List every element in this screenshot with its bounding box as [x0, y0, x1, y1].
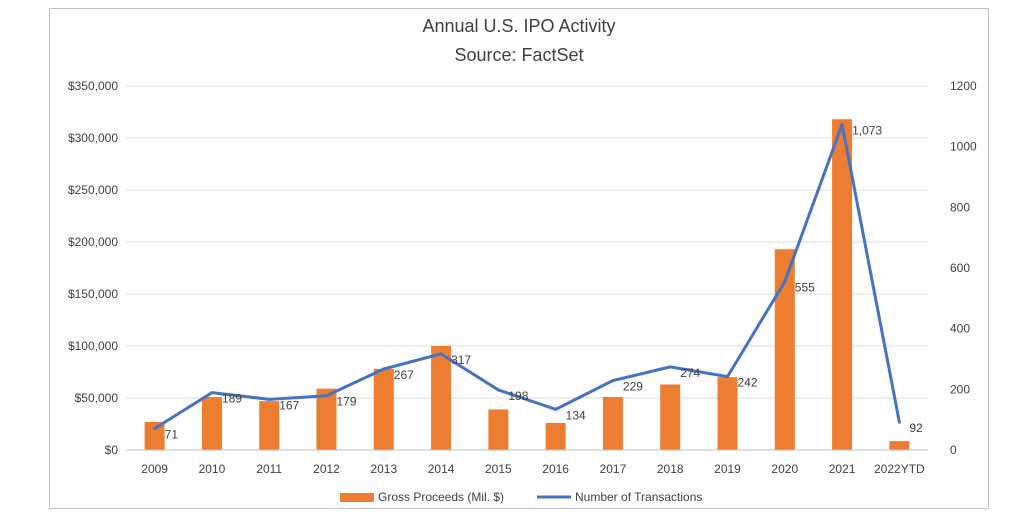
data-label: 317: [451, 353, 471, 367]
bar: [431, 346, 452, 450]
chart: Annual U.S. IPO Activity Source: FactSet…: [68, 16, 977, 504]
y-right-tick-label: 1200: [950, 79, 977, 93]
line-path: [153, 123, 901, 430]
bar: [832, 119, 853, 450]
line-point: [153, 426, 157, 430]
bar: [259, 401, 280, 450]
bar: [602, 396, 623, 450]
line-point: [554, 407, 558, 411]
bar: [774, 249, 795, 450]
y-left-tick-label: $200,000: [68, 235, 118, 249]
bar: [201, 396, 222, 450]
x-tick-label: 2009: [141, 462, 168, 476]
x-tick-label: 2010: [199, 462, 226, 476]
data-label: 274: [680, 366, 700, 380]
y-left-tick-label: $250,000: [68, 183, 118, 197]
data-label: 555: [795, 281, 815, 295]
data-label: 1,073: [852, 124, 882, 138]
legend-label-gross-proceeds: Gross Proceeds (Mil. $): [378, 490, 504, 504]
gridlines: [126, 85, 928, 399]
x-tick-label: 2012: [313, 462, 340, 476]
line-point: [668, 365, 672, 369]
bar: [889, 441, 910, 450]
data-labels: 71 189 167 179 267 317 198 134 229 274 242 555 1,073…: [165, 124, 923, 442]
y-right-tick-label: 400: [950, 322, 970, 336]
x-tick-label: 2016: [542, 462, 569, 476]
line-point: [439, 352, 443, 356]
x-tick-label: 2020: [771, 462, 798, 476]
data-label: 92: [909, 421, 923, 435]
line-point: [783, 280, 787, 284]
bar: [144, 421, 165, 450]
y-right-tick-label: 0: [950, 443, 957, 457]
bar: [316, 388, 337, 450]
y-left-tick-label: $300,000: [68, 131, 118, 145]
line-point: [611, 379, 615, 383]
bar: [488, 409, 509, 450]
bar-series: [144, 119, 910, 450]
x-tick-label: 2014: [428, 462, 455, 476]
y-right-tick-label: 600: [950, 261, 970, 275]
x-tick-label: 2022YTD: [874, 462, 925, 476]
data-label: 242: [738, 376, 758, 390]
line-point: [840, 123, 844, 127]
y-left-tick-label: $50,000: [75, 391, 119, 405]
legend-swatch-gross-proceeds: [340, 493, 374, 502]
data-label: 179: [337, 395, 357, 409]
line-point: [726, 375, 729, 379]
data-label: 71: [165, 427, 179, 441]
y-left-tick-label: $150,000: [68, 287, 118, 301]
x-tick-label: 2011: [256, 462, 282, 476]
line-point: [210, 391, 214, 395]
y-left-tick-label: $0: [105, 443, 119, 457]
legend: Gross Proceeds (Mil. $) Number of Transa…: [340, 490, 702, 504]
chart-subtitle: Source: FactSet: [454, 45, 583, 65]
x-tick-label: 2018: [657, 462, 684, 476]
line-series: [153, 123, 901, 430]
data-label: 198: [508, 389, 528, 403]
bar: [373, 368, 394, 450]
chart-title: Annual U.S. IPO Activity: [422, 16, 615, 36]
line-point: [267, 397, 271, 401]
x-tick-label: 2017: [600, 462, 627, 476]
bar: [717, 377, 738, 450]
data-label: 267: [394, 368, 414, 382]
line-point: [897, 420, 901, 424]
y-right-tick-label: 1000: [950, 140, 977, 154]
line-point: [496, 388, 500, 392]
line-point: [382, 367, 386, 371]
chart-frame: Annual U.S. IPO Activity Source: FactSet…: [49, 8, 989, 509]
bar: [545, 422, 566, 450]
x-tick-label: 2015: [485, 462, 512, 476]
data-label: 189: [222, 392, 242, 406]
y-right-tick-label: 200: [950, 382, 970, 396]
line-point: [325, 394, 328, 398]
y-right-tick-label: 800: [950, 200, 970, 214]
data-label: 134: [566, 408, 586, 422]
x-tick-label: 2021: [829, 462, 856, 476]
data-label: 167: [279, 398, 299, 412]
y-left-tick-label: $350,000: [68, 79, 118, 93]
bar: [660, 384, 681, 450]
x-tick-label: 2013: [370, 462, 397, 476]
x-tick-label: 2019: [714, 462, 741, 476]
data-label: 229: [623, 380, 643, 394]
legend-label-transactions: Number of Transactions: [575, 490, 702, 504]
y-left-tick-label: $100,000: [68, 339, 118, 353]
axes: $0 $50,000 $100,000 $150,000 $200,000 $250,00…: [68, 79, 977, 476]
